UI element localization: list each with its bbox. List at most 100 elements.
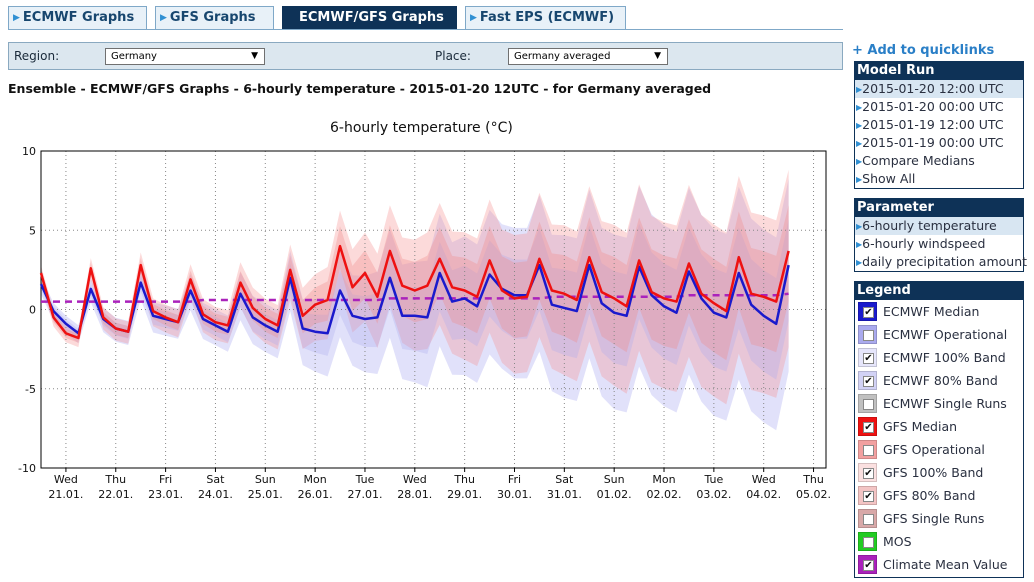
triangle-bullet-icon: ▶ <box>856 121 863 130</box>
checkbox-checked-icon[interactable]: ✔ <box>863 307 874 318</box>
x-tick-date-label: 30.01. <box>497 488 532 501</box>
model-run-item-label: Show All <box>862 171 916 186</box>
model-run-item-label: Compare Medians <box>862 153 975 168</box>
x-tick-date-label: 21.01. <box>48 488 83 501</box>
checkbox-checked-icon[interactable]: ✔ <box>863 468 874 479</box>
dropdown-caret-icon: ▼ <box>654 51 661 61</box>
parameter-item[interactable]: ▶daily precipitation amount <box>855 253 1027 271</box>
x-tick-date-label: 02.02. <box>647 488 682 501</box>
temperature-chart: -10 -5 0 5 10 Wed 21.01. Thu 22.01. Fri 23.01. Sat 2… <box>18 145 831 501</box>
legend-swatch: ✔ <box>858 417 877 436</box>
checkbox-unchecked-icon[interactable] <box>863 399 874 410</box>
parameter-title: Parameter <box>855 199 1023 217</box>
tab-gfs-graphs[interactable]: ▶ GFS Graphs <box>155 6 274 30</box>
legend-item[interactable]: ECMWF Operational <box>855 323 1023 346</box>
model-run-item-label: 2015-01-19 00:00 UTC <box>862 135 1004 150</box>
legend-item-label: GFS 80% Band <box>883 488 976 503</box>
x-tick-date-label: 22.01. <box>98 488 133 501</box>
x-tick-day-label: Sat <box>555 473 574 486</box>
legend-swatch: ✔ <box>858 486 877 505</box>
x-tick-date-label: 01.02. <box>597 488 632 501</box>
legend-item[interactable]: GFS Operational <box>855 438 1023 461</box>
checkbox-unchecked-icon[interactable] <box>863 537 874 548</box>
model-run-title: Model Run <box>855 62 1023 80</box>
model-run-item[interactable]: ▶2015-01-19 00:00 UTC <box>855 134 1023 152</box>
triangle-bullet-icon: ▶ <box>856 157 863 166</box>
legend-item[interactable]: ✔ GFS 100% Band <box>855 461 1023 484</box>
legend-item-label: ECMWF 100% Band <box>883 350 1006 365</box>
model-run-item[interactable]: ▶2015-01-19 12:00 UTC <box>855 116 1023 134</box>
chart-title: 6-hourly temperature (°C) <box>330 120 513 136</box>
x-tick-day-label: Thu <box>104 473 126 486</box>
y-tick-label: 5 <box>29 224 36 237</box>
x-tick-day-label: Wed <box>752 473 776 486</box>
model-run-item-label: 2015-01-19 12:00 UTC <box>862 117 1004 132</box>
tab-underline <box>8 29 843 30</box>
x-tick-day-label: Tue <box>355 473 375 486</box>
legend-item-label: ECMWF 80% Band <box>883 373 998 388</box>
model-run-panel: Model Run ▶2015-01-20 12:00 UTC ▶2015-01-… <box>854 61 1024 189</box>
tab-ecmwf-graphs[interactable]: ▶ ECMWF Graphs <box>8 6 147 30</box>
tab-ecmwf-gfs-graphs[interactable]: ECMWF/GFS Graphs <box>282 6 457 30</box>
legend-item-label: GFS Single Runs <box>883 511 985 526</box>
x-tick-date-label: 03.02. <box>696 488 731 501</box>
checkbox-checked-icon[interactable]: ✔ <box>863 560 874 571</box>
legend-item[interactable]: ✔ ECMWF 100% Band <box>855 346 1023 369</box>
legend-swatch <box>858 394 877 413</box>
legend-panel: Legend ✔ ECMWF Median ECMWF Operational ✔ EC… <box>854 281 1024 578</box>
x-tick-day-label: Wed <box>54 473 78 486</box>
triangle-bullet-icon: ▶ <box>856 85 863 94</box>
x-tick-day-label: Sun <box>604 473 625 486</box>
legend-item[interactable]: ✔ ECMWF 80% Band <box>855 369 1023 392</box>
x-tick-date-label: 31.01. <box>547 488 582 501</box>
climate-mean-line <box>41 292 789 303</box>
legend-item[interactable]: ✔ GFS 80% Band <box>855 484 1023 507</box>
x-tick-date-label: 27.01. <box>347 488 382 501</box>
checkbox-unchecked-icon[interactable] <box>863 445 874 456</box>
checkbox-checked-icon[interactable]: ✔ <box>863 353 874 364</box>
tab-fast-eps[interactable]: ▶ Fast EPS (ECMWF) <box>465 6 626 30</box>
parameter-item[interactable]: ▶6-hourly temperature <box>855 217 1023 235</box>
legend-swatch: ✔ <box>858 555 877 574</box>
model-run-item[interactable]: ▶2015-01-20 00:00 UTC <box>855 98 1023 116</box>
triangle-bullet-icon: ▶ <box>856 103 863 112</box>
legend-swatch <box>858 440 877 459</box>
plot-frame <box>40 150 827 469</box>
checkbox-checked-icon[interactable]: ✔ <box>863 422 874 433</box>
triangle-bullet-icon: ▶ <box>856 258 863 267</box>
parameter-item[interactable]: ▶6-hourly windspeed <box>855 235 1023 253</box>
x-tick-date-label: 23.01. <box>148 488 183 501</box>
model-run-item[interactable]: ▶Show All <box>855 170 1023 188</box>
model-run-item-label: 2015-01-20 00:00 UTC <box>862 99 1004 114</box>
legend-swatch <box>858 509 877 528</box>
tab-arrow-icon: ▶ <box>470 13 477 23</box>
x-tick-day-label: Sun <box>255 473 276 486</box>
x-tick-date-label: 25.01. <box>248 488 283 501</box>
legend-item-label: GFS Operational <box>883 442 985 457</box>
ecmwf-median-line <box>39 263 790 335</box>
legend-item[interactable]: MOS <box>855 530 1023 553</box>
parameter-item-label: daily precipitation amount <box>862 254 1028 269</box>
legend-item[interactable]: ✔ ECMWF Median <box>855 300 1023 323</box>
checkbox-unchecked-icon[interactable] <box>863 330 874 341</box>
legend-item-label: GFS Median <box>883 419 958 434</box>
legend-swatch <box>858 325 877 344</box>
region-bar: Region: Germany ▼ Place: Germany averaged… <box>8 42 843 70</box>
x-tick-day-label: Sat <box>206 473 225 486</box>
gfs-median-line <box>39 244 790 340</box>
parameter-item-label: 6-hourly temperature <box>862 218 997 233</box>
add-quicklink-link[interactable]: + Add to quicklinks <box>852 43 995 58</box>
checkbox-checked-icon[interactable]: ✔ <box>863 376 874 387</box>
model-run-item[interactable]: ▶Compare Medians <box>855 152 1023 170</box>
legend-item[interactable]: ✔ GFS Median <box>855 415 1023 438</box>
x-tick-date-label: 26.01. <box>298 488 333 501</box>
legend-item[interactable]: GFS Single Runs <box>855 507 1023 530</box>
model-run-item[interactable]: ▶2015-01-20 12:00 UTC <box>855 80 1023 98</box>
legend-item[interactable]: ECMWF Single Runs <box>855 392 1023 415</box>
parameter-item-label: 6-hourly windspeed <box>862 236 986 251</box>
checkbox-unchecked-icon[interactable] <box>863 514 874 525</box>
place-select[interactable]: Germany averaged ▼ <box>508 48 668 65</box>
checkbox-checked-icon[interactable]: ✔ <box>863 491 874 502</box>
region-select[interactable]: Germany ▼ <box>105 48 265 65</box>
legend-item[interactable]: ✔ Climate Mean Value <box>855 553 1023 576</box>
